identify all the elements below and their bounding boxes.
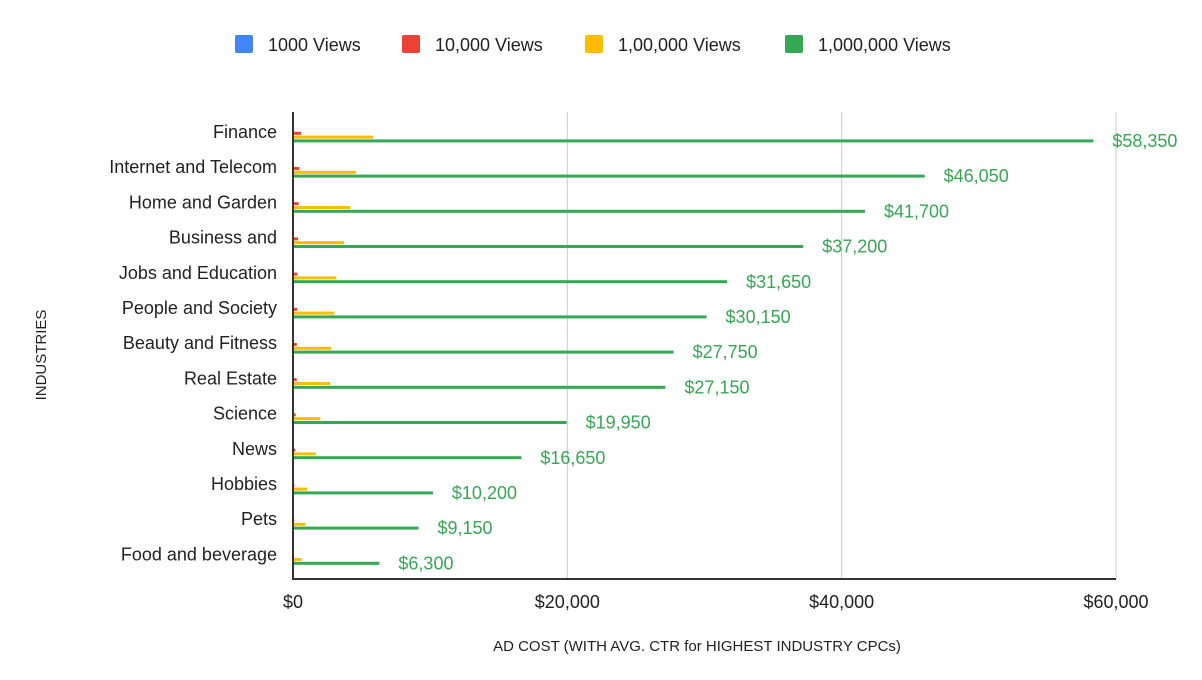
legend-swatch [785, 35, 803, 53]
data-label: $10,200 [452, 483, 517, 503]
bar [293, 382, 331, 385]
x-axis-title: AD COST (WITH AVG. CTR for HIGHEST INDUS… [493, 638, 901, 655]
bar [293, 206, 351, 209]
x-tick-label: $0 [283, 592, 303, 612]
bar [293, 346, 332, 350]
y-axis-title: INDUSTRIES [33, 310, 50, 401]
legend-item[interactable]: 1,00,000 Views [585, 35, 741, 55]
data-label: $30,150 [726, 307, 791, 327]
category-label: Home and Garden [129, 192, 277, 212]
bar [293, 385, 666, 389]
bar [293, 526, 419, 530]
x-tick-labels: $0 $20,000 $40,000 $60,000 [283, 592, 1149, 612]
category-label: News [232, 439, 277, 459]
bar [293, 245, 804, 248]
bar [293, 311, 335, 315]
category-label: Business and [169, 228, 277, 248]
bar [293, 167, 300, 170]
data-label: $37,200 [822, 237, 887, 257]
legend-swatch [585, 35, 603, 53]
bar [293, 522, 306, 526]
bar [293, 456, 522, 460]
data-label: $46,050 [944, 166, 1009, 186]
bar [293, 491, 433, 495]
x-tick-label: $20,000 [535, 592, 600, 612]
data-labels: $58,350 $46,050 $41,700 $37,200 $31,650 $30,1… [398, 131, 1177, 573]
bar [293, 272, 298, 276]
bar [293, 448, 296, 452]
legend-label: 1,000,000 Views [818, 35, 951, 55]
data-label: $31,650 [746, 272, 811, 292]
legend-label: 1,00,000 Views [618, 35, 741, 55]
bar [293, 417, 321, 421]
bar [293, 561, 380, 565]
bar [293, 452, 316, 456]
bar [293, 350, 674, 354]
bar [293, 307, 298, 311]
data-label: $27,150 [684, 377, 749, 397]
bar [293, 421, 567, 424]
bar [293, 276, 337, 280]
gridlines [566, 112, 1117, 579]
bar [293, 139, 1094, 143]
category-label: Pets [241, 509, 277, 529]
bar [293, 378, 297, 382]
legend-swatch [235, 35, 253, 53]
category-labels: Finance Internet and Telecom Home and Gard… [109, 122, 277, 564]
bars [293, 128, 1094, 565]
category-label: Jobs and Education [119, 263, 277, 283]
bar [293, 558, 302, 561]
legend-label: 1000 Views [268, 35, 361, 55]
category-label: Food and beverage [121, 544, 277, 564]
legend-item[interactable]: 1,000,000 Views [785, 35, 951, 55]
category-label: Finance [213, 122, 277, 142]
bar [293, 487, 307, 491]
x-tick-label: $60,000 [1083, 592, 1148, 612]
bar [293, 343, 297, 346]
legend-item[interactable]: 1000 Views [235, 35, 361, 55]
bar [293, 237, 299, 241]
bar [293, 413, 296, 417]
data-label: $16,650 [540, 448, 605, 468]
bar [293, 131, 302, 135]
bar [293, 315, 707, 319]
legend: 1000 Views 10,000 Views 1,00,000 Views 1,00… [235, 35, 951, 55]
data-label: $9,150 [438, 518, 493, 538]
bar [293, 202, 299, 206]
legend-swatch [402, 35, 420, 53]
bar [293, 280, 728, 284]
category-label: Science [213, 404, 277, 424]
category-label: Beauty and Fitness [123, 333, 277, 353]
data-label: $6,300 [398, 553, 453, 573]
data-label: $41,700 [884, 201, 949, 221]
bar [293, 135, 374, 139]
category-label: Internet and Telecom [109, 157, 277, 177]
category-label: People and Society [122, 298, 277, 318]
bar [293, 174, 925, 178]
category-label: Hobbies [211, 474, 277, 494]
bar [293, 209, 865, 213]
axes [292, 112, 1116, 580]
bar [293, 241, 345, 245]
category-label: Real Estate [184, 368, 277, 388]
legend-item[interactable]: 10,000 Views [402, 35, 543, 55]
x-tick-label: $40,000 [809, 592, 874, 612]
data-label: $19,950 [586, 413, 651, 433]
legend-label: 10,000 Views [435, 35, 543, 55]
data-label: $27,750 [693, 342, 758, 362]
bar [293, 170, 357, 174]
data-label: $58,350 [1112, 131, 1177, 151]
